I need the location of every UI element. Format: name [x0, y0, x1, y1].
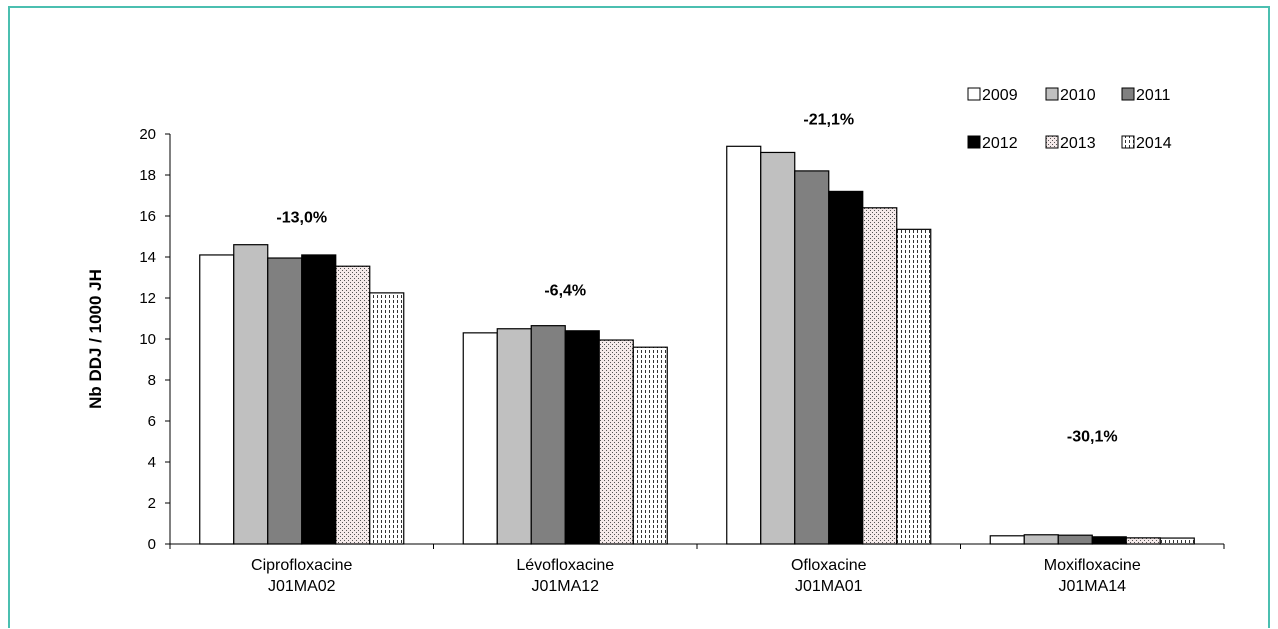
legend-swatch-2009	[967, 87, 981, 101]
bar-2011	[1057, 534, 1093, 545]
bar-2012	[828, 190, 864, 545]
bar-2012	[1091, 536, 1127, 545]
bar-2009	[199, 254, 235, 545]
category-label: Lévofloxacine	[516, 557, 614, 574]
bar-2013	[335, 265, 371, 545]
y-tick-label: 16	[139, 208, 156, 225]
legend-label-2010: 2010	[1060, 87, 1096, 104]
category-label: Ofloxacine	[791, 557, 867, 574]
y-tick-label: 18	[139, 167, 156, 184]
change-annotation: -6,4%	[544, 283, 586, 300]
labels: Ciprofloxacine J01MA02 -13,0% Lévofloxacine…	[251, 111, 1141, 595]
bar-2014	[369, 292, 405, 545]
legend-label-2009: 2009	[982, 87, 1018, 104]
y-tick-label: 20	[139, 126, 156, 143]
category-code-label: J01MA14	[1058, 578, 1126, 595]
bar-2013	[598, 339, 634, 545]
bar-2011	[794, 170, 830, 545]
bar-2010	[760, 151, 796, 545]
bar-2013	[1125, 537, 1161, 545]
legend-swatch-2010	[1045, 87, 1059, 101]
category-label: Moxifloxacine	[1044, 557, 1141, 574]
y-tick-label: 8	[148, 372, 156, 389]
y-tick-label: 2	[148, 495, 156, 512]
legend-label-2012: 2012	[982, 135, 1018, 152]
bar-2009	[462, 332, 498, 545]
bar-2013	[862, 207, 898, 545]
bar-2011	[530, 325, 566, 545]
change-annotation: -13,0%	[276, 210, 327, 227]
bar-2011	[267, 257, 303, 545]
bar-2012	[301, 254, 337, 545]
y-tick-label: 10	[139, 331, 156, 348]
y-tick-label: 0	[148, 536, 156, 553]
legend: 2009 2010 2011 2012 2013 2014	[967, 87, 1172, 152]
bar-2009	[989, 535, 1025, 545]
y-tick-label: 6	[148, 413, 156, 430]
bar-2010	[1023, 534, 1059, 545]
change-annotation: -30,1%	[1067, 429, 1118, 446]
category-code-label: J01MA02	[268, 578, 336, 595]
bar-2014	[632, 346, 668, 545]
legend-swatch-2012	[967, 135, 981, 149]
legend-swatch-2013	[1045, 135, 1059, 149]
category-code-label: J01MA12	[531, 578, 599, 595]
legend-label-2011: 2011	[1136, 87, 1171, 104]
chart-frame	[8, 6, 1270, 628]
bar-2014	[1159, 537, 1195, 545]
bar-2014	[896, 228, 932, 545]
y-tick-label: 14	[139, 249, 156, 266]
legend-swatch-2014	[1121, 135, 1135, 149]
bar-2010	[496, 328, 532, 545]
legend-swatch-2011	[1121, 87, 1135, 101]
legend-label-2014: 2014	[1136, 135, 1172, 152]
bar-2009	[726, 145, 762, 545]
bar-2010	[233, 244, 269, 545]
category-label: Ciprofloxacine	[251, 557, 352, 574]
category-code-label: J01MA01	[795, 578, 863, 595]
bars	[199, 145, 1195, 545]
bar-2012	[564, 330, 600, 545]
y-axis-title: Nb DDJ / 1000 JH	[86, 269, 105, 409]
legend-label-2013: 2013	[1060, 135, 1096, 152]
change-annotation: -21,1%	[803, 111, 854, 128]
y-tick-label: 12	[139, 290, 156, 307]
y-tick-label: 4	[148, 454, 156, 471]
